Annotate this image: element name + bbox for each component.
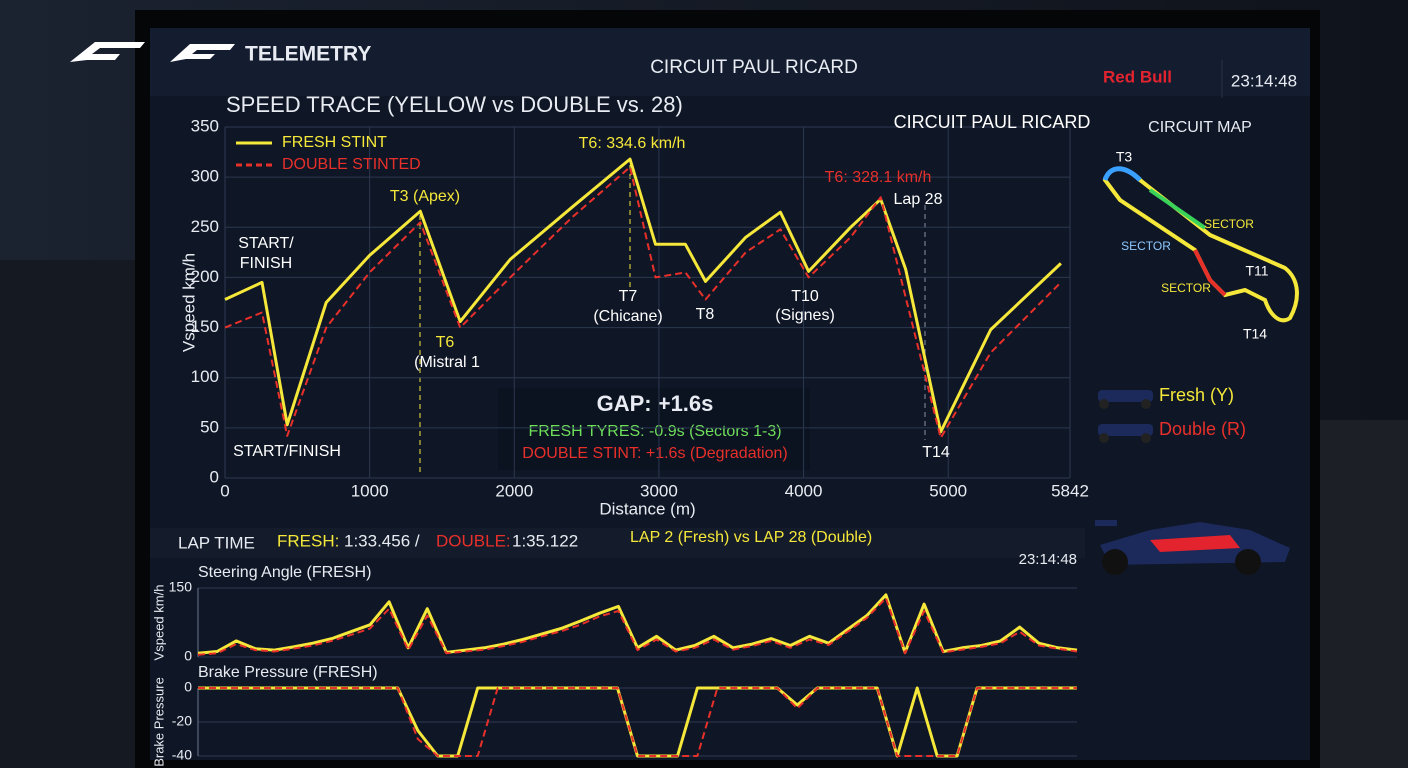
map-title: CIRCUIT MAP [1148,119,1252,136]
lap-fresh-label: FRESH: [277,531,339,550]
annotation: Lap 28 [894,191,943,208]
header-title: TELEMETRY [245,43,371,66]
x-tick-label: 2000 [495,481,533,500]
map-label: T3 [1116,149,1133,165]
chart-title: Steering Angle (FRESH) [198,564,371,581]
header-bar [150,28,1310,96]
annotation: T3 (Apex) [390,188,460,205]
annotation: (Chicane) [593,308,662,325]
header-circuit: CIRCUIT PAUL RICARD [650,57,858,78]
y-axis-label: Vspeed km/h [179,253,198,352]
team-logo: Red Bull [1103,67,1172,86]
y-axis-label: Brake Pressure [151,677,166,767]
annotation: START/FINISH [233,443,341,460]
lap-compare: LAP 2 (Fresh) vs LAP 28 (Double) [630,529,872,546]
race-car [1095,520,1290,575]
annotation: CIRCUIT PAUL RICARD [894,112,1091,132]
series-line [197,593,1078,655]
car-icon [1098,390,1153,409]
y-tick-label: 150 [169,579,193,595]
map-label: SECTOR [1204,217,1254,231]
series-line [224,157,1062,434]
series-line [197,597,1078,656]
x-tick-label: 5842 [1051,481,1089,500]
legend-label: DOUBLE STINTED [282,156,421,173]
annotation: T6 [436,334,455,351]
annotation: T7 [619,288,638,305]
garage-wall [0,260,135,768]
y-tick-label: 0 [210,467,219,486]
lap-double-label: DOUBLE: [436,531,511,550]
x-tick-label: 0 [220,481,229,500]
y-tick-label: 150 [191,317,219,336]
header-clock: 23:14:48 [1231,71,1297,90]
annotation: (Signes) [775,307,835,324]
annotation: FINISH [240,255,292,272]
series-line [224,166,1062,439]
gap-double: DOUBLE STINT: +1.6s (Degradation) [522,445,787,462]
annotation: T10 [791,288,819,305]
y-tick-label: 350 [191,116,219,135]
y-tick-label: -40 [172,747,192,763]
series-line [198,687,1077,757]
legend-fresh: Fresh (Y) [1159,385,1234,405]
lap-label: LAP TIME [178,533,255,552]
lap-bar [150,528,1085,558]
car-icon [1098,424,1153,443]
chart-title: Brake Pressure (FRESH) [198,664,378,681]
x-tick-label: 5000 [929,481,967,500]
circuit-sector [1193,249,1227,297]
lap-double-time: 1:35.122 [512,531,578,550]
garage-cabinet [1320,420,1408,768]
annotation: T14 [922,444,950,461]
f1-logo [70,42,145,62]
y-tick-label: 100 [191,367,219,386]
y-tick-label: 0 [184,648,192,664]
annotation: T6: 334.6 km/h [579,135,686,152]
chart-title: SPEED TRACE (YELLOW vs DOUBLE vs. 28) [226,92,683,117]
y-tick-label: 50 [200,417,219,436]
y-tick-label: 300 [191,167,219,186]
lap-fresh-time: 1:33.456 / [344,531,420,550]
map-label: SECTOR [1121,239,1171,253]
gap-value: GAP: +1.6s [597,391,714,416]
map-label: T14 [1243,326,1267,342]
y-tick-label: 200 [191,267,219,286]
x-tick-label: 3000 [640,481,678,500]
x-axis-label: Distance (m) [599,499,695,518]
annotation: (Mistral 1 [414,354,480,371]
legend-label: FRESH STINT [282,134,387,151]
gap-box [498,388,810,470]
annotation: T8 [696,306,715,323]
y-tick-label: 250 [191,217,219,236]
x-tick-label: 1000 [351,481,389,500]
circuit-sector [1102,166,1142,182]
lap-clock: 23:14:48 [1019,551,1077,568]
y-axis-label: Vspeed km/h [151,585,166,661]
y-tick-label: -20 [172,713,192,729]
gap-fresh: FRESH TYRES: -0.9s (Sectors 1-3) [528,423,781,440]
annotation: T6: 328.1 km/h [825,169,932,186]
map-label: T11 [1245,263,1268,279]
circuit-sector [1148,188,1207,230]
legend-double: Double (R) [1159,419,1246,439]
y-tick-label: 0 [184,679,192,695]
annotation: START/ [238,235,294,252]
x-tick-label: 4000 [785,481,823,500]
map-label: SECTOR [1161,281,1211,295]
f1-logo-small [170,44,235,62]
